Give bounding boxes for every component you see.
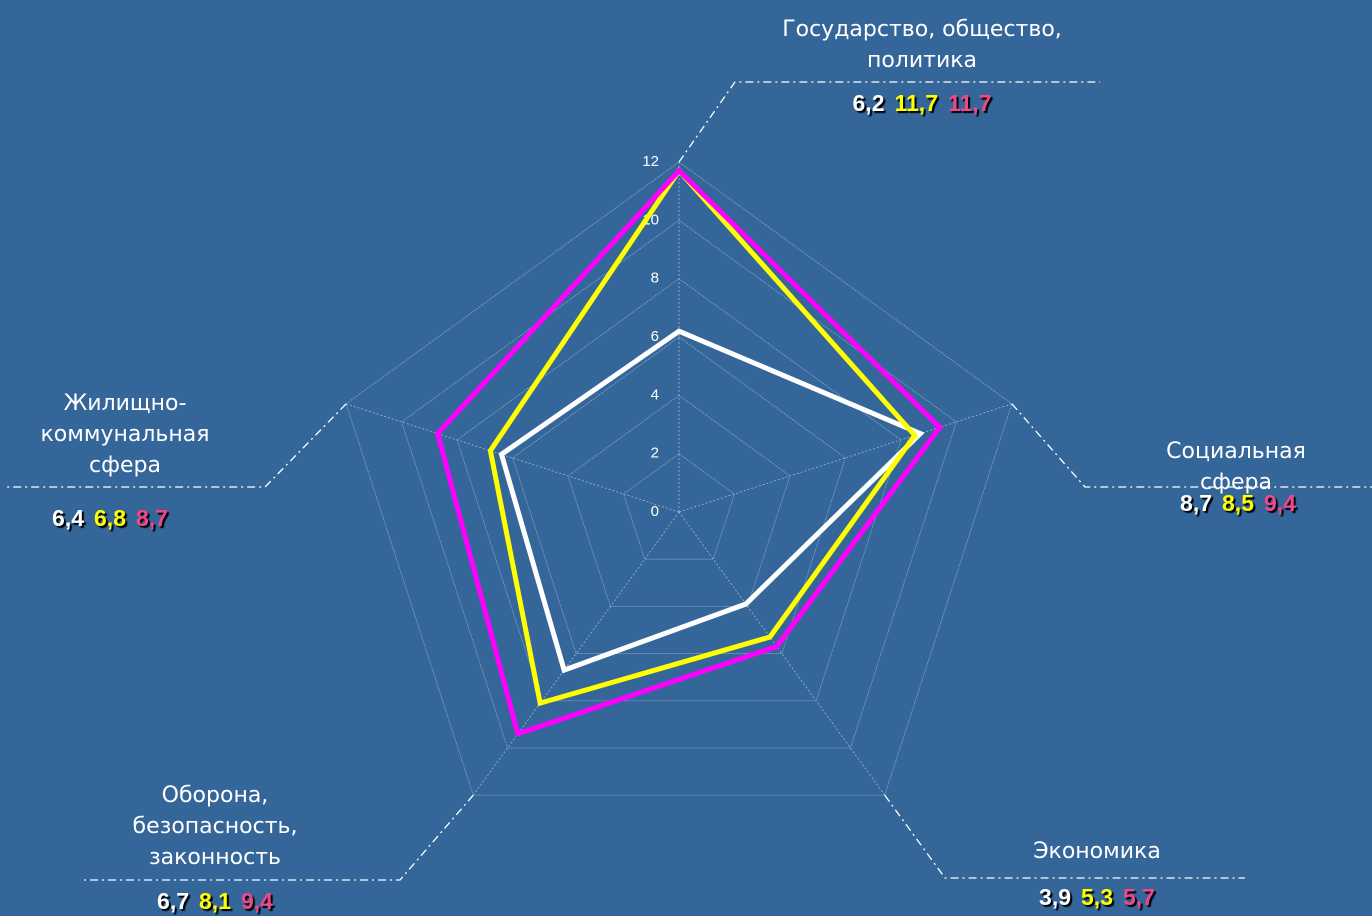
r-tick-label: 8 [651, 270, 659, 287]
r-tick-label: 0 [651, 503, 659, 520]
r-tick-label: 6 [651, 328, 659, 345]
value-label: 6,2 [852, 90, 885, 116]
value-labels: 6,2 11,7 11,7 [848, 90, 997, 117]
grid-ring [567, 394, 791, 607]
value-labels: 3,9 5,3 5,7 [1034, 884, 1160, 911]
r-tick-label: 2 [651, 445, 659, 462]
value-label: 9,4 [240, 888, 273, 914]
category-label: Экономика [1033, 839, 1161, 864]
series-polygon [487, 166, 918, 707]
value-label: 8,5 [1222, 490, 1254, 516]
value-label: 8,1 [199, 888, 231, 914]
leader-line [1011, 403, 1372, 488]
category-label: Жилищно- коммунальная сфера [40, 391, 210, 478]
category-label: Оборона, безопасность, законность [132, 783, 298, 870]
value-labels: 6,7 8,1 9,4 [152, 888, 278, 915]
value-label: 5,3 [1081, 884, 1113, 910]
spoke [678, 403, 1012, 513]
value-label: 5,7 [1122, 884, 1155, 910]
value-label: 11,7 [894, 90, 938, 116]
category-label: Государство, общество, политика [782, 17, 1062, 73]
category-label: Социальная сфера [1166, 439, 1306, 495]
grid-ring [401, 219, 957, 749]
value-label: 8,7 [135, 505, 168, 531]
spoke [472, 511, 680, 796]
value-label: 8,7 [1180, 490, 1213, 516]
r-tick-label: 4 [651, 386, 659, 403]
r-tick-label: 12 [642, 153, 659, 170]
grid-ring [345, 161, 1013, 796]
value-label: 6,7 [157, 888, 190, 914]
value-label: 6,4 [52, 505, 85, 531]
value-labels: 8,7 8,5 9,4 [1175, 490, 1301, 517]
grid-ring [456, 278, 902, 702]
value-label: 6,8 [94, 505, 126, 531]
value-labels: 6,4 6,8 8,7 [47, 505, 173, 532]
series-polygon [498, 328, 925, 674]
leader-line [678, 81, 1100, 163]
leader-line [884, 794, 1245, 879]
leader-line [80, 794, 474, 881]
value-label: 11,7 [947, 90, 992, 116]
value-label: 9,4 [1263, 490, 1296, 516]
value-label: 3,9 [1039, 884, 1072, 910]
grid-ring [512, 336, 846, 654]
series-polygon [434, 167, 944, 738]
leader-line [5, 403, 347, 488]
